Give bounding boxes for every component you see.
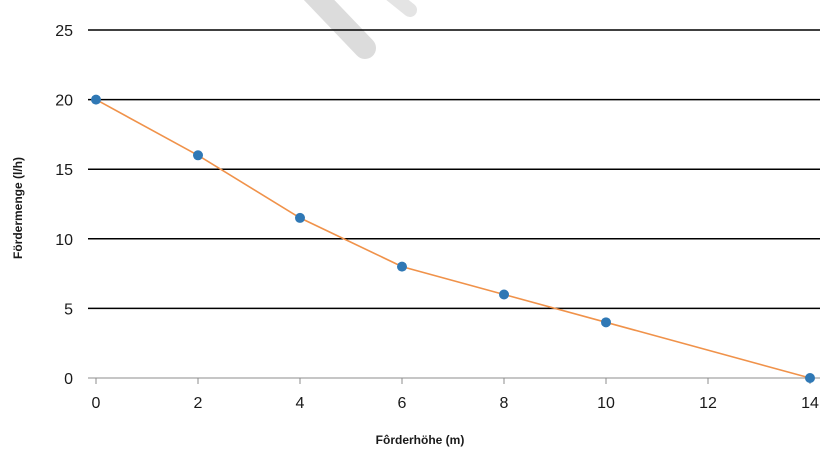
watermark-stroke [303,0,376,59]
y-tick-label: 5 [64,301,73,318]
x-tick-label: 6 [398,395,407,412]
y-tick-label: 0 [64,371,73,388]
watermark-stroke-small [386,0,417,17]
x-tick-label: 2 [194,395,203,412]
y-tick-label: 25 [55,23,73,40]
data-point [397,261,407,272]
data-point [91,94,101,105]
y-tick-label: 20 [55,93,73,110]
gridlines [88,29,820,310]
x-tick-label: 4 [296,395,305,412]
data-point [193,150,203,161]
x-tick-label: 10 [597,395,615,412]
data-point [295,212,305,223]
x-tick-label: 12 [699,395,717,412]
x-tick-labels: 0 2 4 6 8 10 12 14 [92,395,819,412]
y-tick-labels: 0 5 10 15 20 25 [55,23,73,388]
data-point [499,289,509,300]
y-tick-label: 10 [55,232,73,249]
x-tick-label: 8 [500,395,509,412]
x-axis-label: Fôrderhöhe (m) [376,433,465,447]
y-tick-label: 15 [55,162,73,179]
y-axis-label: Fördermenge (l/h) [11,157,25,259]
data-point [805,373,815,383]
x-axis [88,377,820,384]
x-tick-label: 14 [801,395,819,412]
data-point [601,317,611,328]
series-layer [91,94,815,383]
x-tick-label: 0 [92,395,101,412]
